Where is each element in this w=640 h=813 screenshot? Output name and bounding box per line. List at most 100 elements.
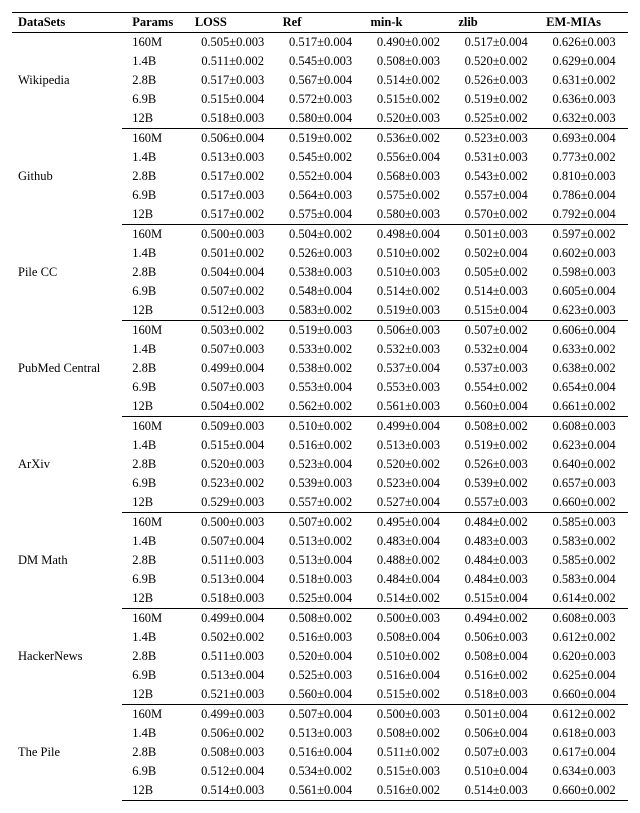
- params-cell: 12B: [122, 205, 189, 225]
- params-cell: 160M: [122, 417, 189, 437]
- params-cell: 1.4B: [122, 724, 189, 743]
- em-cell: 0.660±0.002: [540, 493, 628, 513]
- ref-cell: 0.526±0.003: [277, 244, 365, 263]
- ref-cell: 0.580±0.004: [277, 109, 365, 129]
- mink-cell: 0.516±0.004: [364, 666, 452, 685]
- dataset-cell: ArXiv: [12, 417, 122, 513]
- loss-cell: 0.504±0.002: [189, 397, 277, 417]
- em-cell: 0.618±0.003: [540, 724, 628, 743]
- ref-cell: 0.538±0.002: [277, 359, 365, 378]
- zlib-cell: 0.510±0.004: [452, 762, 540, 781]
- mink-cell: 0.514±0.002: [364, 71, 452, 90]
- zlib-cell: 0.554±0.002: [452, 378, 540, 397]
- loss-cell: 0.503±0.002: [189, 321, 277, 341]
- ref-cell: 0.504±0.002: [277, 225, 365, 245]
- mink-cell: 0.490±0.002: [364, 33, 452, 53]
- table-row: PubMed Central160M0.503±0.0020.519±0.003…: [12, 321, 628, 341]
- params-cell: 2.8B: [122, 167, 189, 186]
- mink-cell: 0.500±0.003: [364, 609, 452, 629]
- dataset-cell: Pile CC: [12, 225, 122, 321]
- dataset-cell: Wikipedia: [12, 33, 122, 129]
- ref-cell: 0.583±0.002: [277, 301, 365, 321]
- params-cell: 1.4B: [122, 340, 189, 359]
- loss-cell: 0.515±0.004: [189, 436, 277, 455]
- ref-cell: 0.518±0.003: [277, 570, 365, 589]
- em-cell: 0.606±0.004: [540, 321, 628, 341]
- loss-cell: 0.499±0.003: [189, 705, 277, 725]
- mink-cell: 0.510±0.003: [364, 263, 452, 282]
- em-cell: 0.638±0.002: [540, 359, 628, 378]
- mink-cell: 0.536±0.002: [364, 129, 452, 149]
- mink-cell: 0.568±0.003: [364, 167, 452, 186]
- em-cell: 0.612±0.002: [540, 628, 628, 647]
- loss-cell: 0.529±0.003: [189, 493, 277, 513]
- dataset-cell: PubMed Central: [12, 321, 122, 417]
- loss-cell: 0.504±0.004: [189, 263, 277, 282]
- params-cell: 160M: [122, 225, 189, 245]
- em-cell: 0.693±0.004: [540, 129, 628, 149]
- ref-cell: 0.567±0.004: [277, 71, 365, 90]
- em-cell: 0.632±0.003: [540, 109, 628, 129]
- loss-cell: 0.511±0.002: [189, 52, 277, 71]
- ref-cell: 0.538±0.003: [277, 263, 365, 282]
- ref-cell: 0.564±0.003: [277, 186, 365, 205]
- loss-cell: 0.520±0.003: [189, 455, 277, 474]
- mink-cell: 0.508±0.004: [364, 628, 452, 647]
- mink-cell: 0.510±0.002: [364, 647, 452, 666]
- loss-cell: 0.499±0.004: [189, 609, 277, 629]
- em-cell: 0.636±0.003: [540, 90, 628, 109]
- loss-cell: 0.512±0.004: [189, 762, 277, 781]
- params-cell: 2.8B: [122, 551, 189, 570]
- ref-cell: 0.572±0.003: [277, 90, 365, 109]
- params-cell: 6.9B: [122, 378, 189, 397]
- ref-cell: 0.510±0.002: [277, 417, 365, 437]
- zlib-cell: 0.557±0.003: [452, 493, 540, 513]
- zlib-cell: 0.502±0.004: [452, 244, 540, 263]
- zlib-cell: 0.514±0.003: [452, 781, 540, 801]
- zlib-cell: 0.520±0.002: [452, 52, 540, 71]
- mink-cell: 0.520±0.002: [364, 455, 452, 474]
- mink-cell: 0.515±0.002: [364, 90, 452, 109]
- ref-cell: 0.513±0.003: [277, 724, 365, 743]
- loss-cell: 0.515±0.004: [189, 90, 277, 109]
- ref-cell: 0.552±0.004: [277, 167, 365, 186]
- loss-cell: 0.523±0.002: [189, 474, 277, 493]
- dataset-cell: DM Math: [12, 513, 122, 609]
- params-cell: 160M: [122, 705, 189, 725]
- em-cell: 0.617±0.004: [540, 743, 628, 762]
- loss-cell: 0.500±0.003: [189, 225, 277, 245]
- em-cell: 0.608±0.003: [540, 609, 628, 629]
- params-cell: 160M: [122, 513, 189, 533]
- mink-cell: 0.506±0.003: [364, 321, 452, 341]
- mink-cell: 0.514±0.002: [364, 589, 452, 609]
- table-row: ArXiv160M0.509±0.0030.510±0.0020.499±0.0…: [12, 417, 628, 437]
- zlib-cell: 0.523±0.003: [452, 129, 540, 149]
- loss-cell: 0.521±0.003: [189, 685, 277, 705]
- mink-cell: 0.523±0.004: [364, 474, 452, 493]
- loss-cell: 0.512±0.003: [189, 301, 277, 321]
- zlib-cell: 0.518±0.003: [452, 685, 540, 705]
- ref-cell: 0.516±0.003: [277, 628, 365, 647]
- mink-cell: 0.532±0.003: [364, 340, 452, 359]
- params-cell: 1.4B: [122, 628, 189, 647]
- zlib-cell: 0.484±0.002: [452, 513, 540, 533]
- params-cell: 2.8B: [122, 71, 189, 90]
- em-cell: 0.585±0.003: [540, 513, 628, 533]
- ref-cell: 0.545±0.003: [277, 52, 365, 71]
- mink-cell: 0.520±0.003: [364, 109, 452, 129]
- em-cell: 0.633±0.002: [540, 340, 628, 359]
- params-cell: 12B: [122, 589, 189, 609]
- ref-cell: 0.516±0.004: [277, 743, 365, 762]
- loss-cell: 0.501±0.002: [189, 244, 277, 263]
- mink-cell: 0.561±0.003: [364, 397, 452, 417]
- zlib-cell: 0.516±0.002: [452, 666, 540, 685]
- zlib-cell: 0.508±0.004: [452, 647, 540, 666]
- ref-cell: 0.520±0.004: [277, 647, 365, 666]
- loss-cell: 0.513±0.004: [189, 666, 277, 685]
- ref-cell: 0.523±0.004: [277, 455, 365, 474]
- em-cell: 0.661±0.002: [540, 397, 628, 417]
- em-cell: 0.602±0.003: [540, 244, 628, 263]
- loss-cell: 0.517±0.002: [189, 167, 277, 186]
- ref-cell: 0.533±0.002: [277, 340, 365, 359]
- col-ref: Ref: [277, 13, 365, 33]
